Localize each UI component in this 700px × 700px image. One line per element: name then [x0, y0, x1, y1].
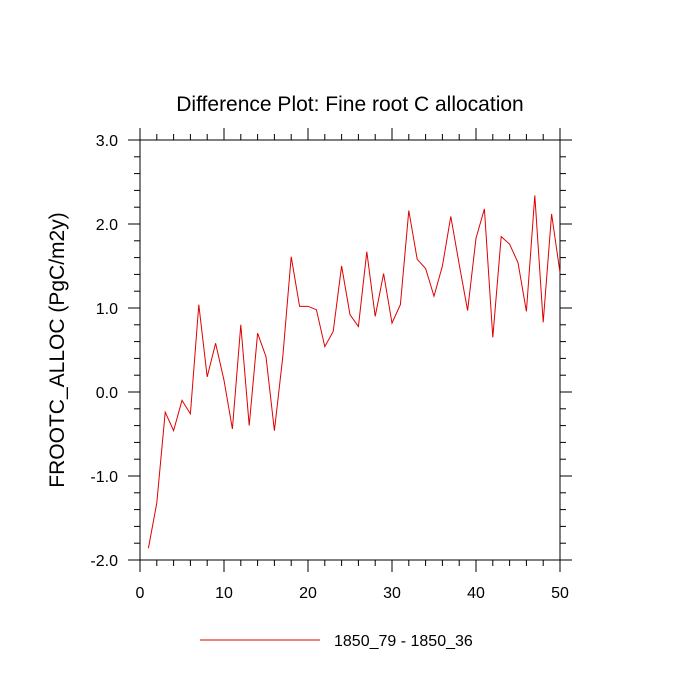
- y-tick-label: 1.0: [96, 301, 118, 318]
- axis-ticks: [128, 128, 572, 572]
- legend: 1850_79 - 1850_36: [200, 633, 473, 650]
- x-tick-label: 20: [299, 585, 317, 602]
- chart-title: Difference Plot: Fine root C allocation: [176, 93, 523, 116]
- y-axis-label: FROOTC_ALLOC (PgC/m2y): [46, 212, 69, 487]
- plot-frame: [139, 139, 561, 561]
- x-tick-label: 50: [551, 585, 569, 602]
- y-tick-label: 0.0: [96, 385, 118, 402]
- y-tick-label: 3.0: [96, 133, 118, 150]
- y-tick-label: 2.0: [96, 217, 118, 234]
- x-tick-label: 0: [136, 585, 145, 602]
- x-tick-label: 40: [467, 585, 485, 602]
- x-tick-label: 30: [383, 585, 401, 602]
- x-tick-label: 10: [215, 585, 233, 602]
- legend-label: 1850_79 - 1850_36: [334, 633, 473, 650]
- y-tick-label: -1.0: [90, 469, 118, 486]
- series-layer: [147, 195, 561, 549]
- tick-labels: 0 10 20 30 40 50 -2.0 -1.0 0.0 1.0 2.0 3.0: [90, 133, 569, 602]
- y-tick-label: -2.0: [90, 553, 118, 570]
- series-line: [147, 195, 561, 549]
